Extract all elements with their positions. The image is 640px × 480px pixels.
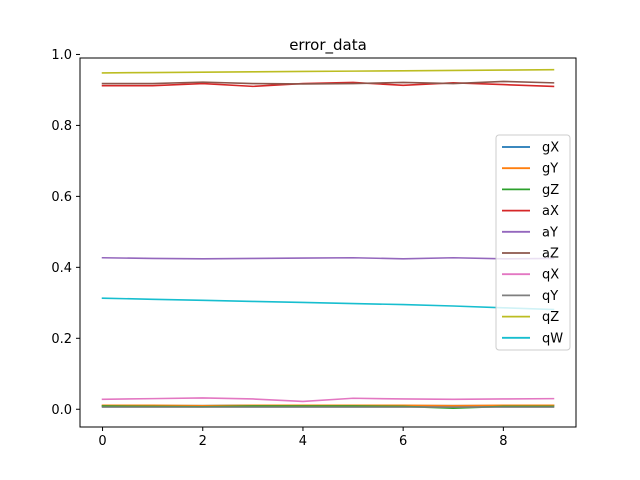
legend-label-qX: qX bbox=[542, 268, 559, 283]
y-axis: 0.0 0.2 0.4 0.6 0.8 1.0 bbox=[51, 48, 80, 418]
y-tick-label: 0.6 bbox=[51, 190, 72, 205]
legend-label-gZ: gZ bbox=[542, 183, 559, 198]
x-tick-label: 6 bbox=[399, 434, 407, 449]
x-axis: 0 2 4 6 8 bbox=[98, 427, 507, 449]
y-tick-label: 0.8 bbox=[51, 119, 72, 134]
legend: gX gY gZ aX aY aZ qX qY qZ qW bbox=[495, 134, 571, 351]
legend-label-aY: aY bbox=[542, 225, 558, 240]
x-tick-label: 0 bbox=[98, 434, 106, 449]
y-tick-label: 1.0 bbox=[51, 48, 72, 63]
legend-label-gX: gX bbox=[542, 141, 559, 156]
legend-label-aX: aX bbox=[542, 204, 559, 219]
series-line-qZ bbox=[101, 68, 555, 74]
legend-label-aZ: aZ bbox=[542, 247, 559, 262]
x-tick-label: 4 bbox=[299, 434, 307, 449]
y-tick-label: 0.2 bbox=[51, 332, 72, 347]
legend-label-gY: gY bbox=[542, 162, 558, 177]
chart-title: error_data bbox=[289, 36, 367, 55]
plot-frame bbox=[79, 57, 577, 428]
series-line-aY bbox=[101, 256, 555, 260]
legend-label-qY: qY bbox=[542, 289, 558, 304]
y-tick-label: 0.0 bbox=[51, 403, 72, 418]
legend-label-qW: qW bbox=[542, 331, 563, 346]
x-tick-label: 8 bbox=[499, 434, 507, 449]
series-layer bbox=[101, 68, 555, 410]
x-tick-label: 2 bbox=[199, 434, 207, 449]
legend-label-qZ: qZ bbox=[542, 310, 559, 325]
series-line-qX bbox=[101, 397, 555, 403]
series-line-aZ bbox=[101, 80, 555, 85]
y-tick-label: 0.4 bbox=[51, 261, 72, 276]
series-line-qW bbox=[101, 297, 555, 311]
